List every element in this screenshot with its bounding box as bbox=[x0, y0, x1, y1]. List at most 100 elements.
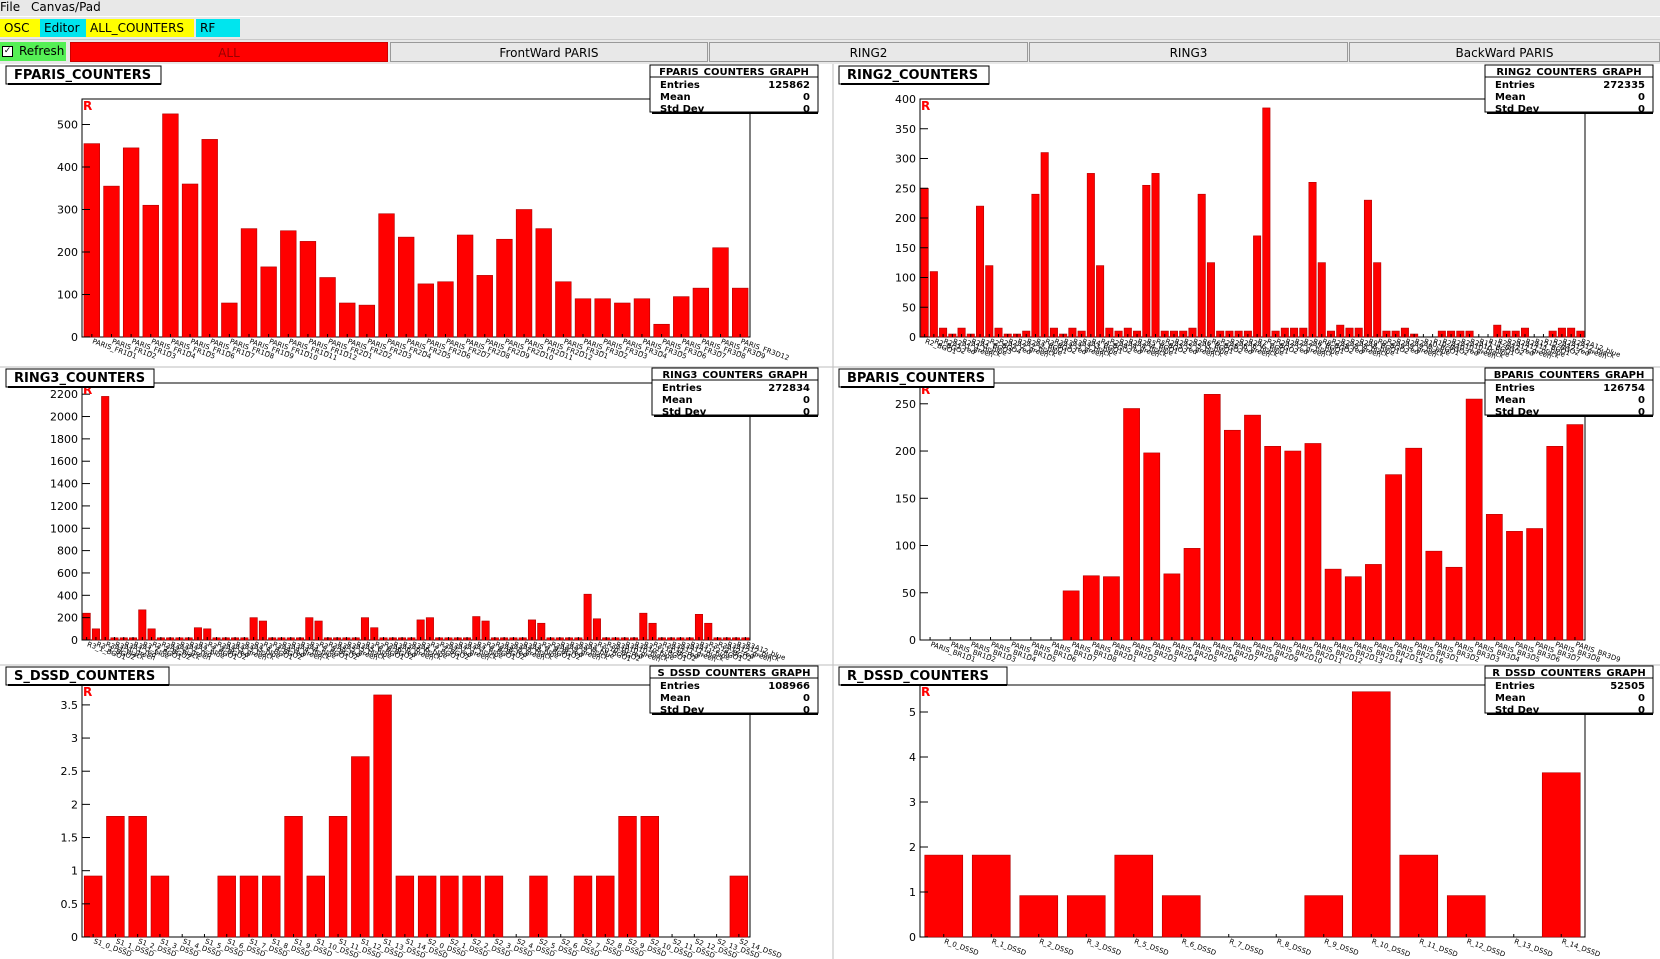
y-tick-label: 3 bbox=[909, 796, 916, 809]
x-tick-label: R_9_DSSD bbox=[1323, 937, 1360, 957]
bar bbox=[456, 234, 474, 338]
y-tick-label: 2000 bbox=[50, 411, 78, 424]
bar bbox=[1143, 452, 1161, 641]
y-tick-label: 100 bbox=[895, 272, 916, 285]
bar bbox=[1197, 193, 1206, 338]
bar bbox=[398, 236, 415, 338]
tab-osc[interactable]: OSC bbox=[0, 19, 48, 37]
y-tick-label: 0 bbox=[71, 931, 78, 944]
y-tick-label: 1000 bbox=[50, 522, 78, 535]
stats-box bbox=[649, 64, 819, 113]
bar bbox=[240, 228, 258, 338]
bar bbox=[262, 875, 281, 938]
bar bbox=[1446, 895, 1486, 938]
bar bbox=[1566, 424, 1584, 641]
bar bbox=[712, 247, 729, 338]
stats-label: Mean bbox=[662, 395, 693, 406]
bar bbox=[985, 265, 994, 338]
tab-editor[interactable]: Editor bbox=[40, 19, 90, 37]
stats-title: S_DSSD_COUNTERS_GRAPH bbox=[658, 668, 811, 679]
bar bbox=[633, 298, 651, 338]
stats-title: RING2_COUNTERS_GRAPH bbox=[1496, 67, 1641, 78]
stats-value: 0 bbox=[803, 104, 810, 115]
y-tick-label: 200 bbox=[895, 212, 916, 225]
tab-rf[interactable]: RF bbox=[196, 19, 240, 37]
stats-value: 0 bbox=[1638, 705, 1645, 716]
bar bbox=[1262, 107, 1271, 338]
bar bbox=[527, 619, 536, 641]
bar bbox=[614, 302, 631, 338]
y-tick-label: 500 bbox=[57, 119, 78, 132]
menu-canvas-pad[interactable]: Canvas/Pad bbox=[31, 0, 101, 14]
subtab-frontward-paris[interactable]: FrontWard PARIS bbox=[390, 42, 708, 62]
x-tick-label: R_1_DSSD bbox=[991, 937, 1028, 957]
subtab-ring2[interactable]: RING2 bbox=[709, 42, 1028, 62]
y-tick-label: 2.5 bbox=[61, 765, 79, 778]
bar bbox=[1062, 590, 1080, 641]
refresh-label: Refresh bbox=[19, 44, 65, 58]
corner-marker-icon: R bbox=[921, 99, 930, 113]
y-tick-label: 250 bbox=[895, 398, 916, 411]
y-tick-label: 200 bbox=[57, 612, 78, 625]
bar bbox=[555, 281, 572, 338]
stats-value: 0 bbox=[803, 693, 810, 704]
stats-label: Entries bbox=[660, 80, 700, 91]
bar bbox=[1465, 398, 1483, 641]
y-tick-label: 300 bbox=[895, 153, 916, 166]
stats-value: 0 bbox=[1638, 407, 1645, 418]
subtab-backward-paris[interactable]: BackWard PARIS bbox=[1349, 42, 1660, 62]
stats-label: Entries bbox=[1495, 383, 1535, 394]
bar bbox=[221, 302, 238, 338]
stats-value: 272834 bbox=[768, 383, 810, 394]
y-tick-label: 1200 bbox=[50, 500, 78, 513]
bar bbox=[1066, 895, 1106, 938]
bar bbox=[1163, 573, 1181, 641]
y-tick-label: 2200 bbox=[50, 388, 78, 401]
bar bbox=[694, 614, 703, 641]
x-tick-label: R_6_DSSD bbox=[1181, 937, 1218, 957]
bar bbox=[122, 147, 140, 338]
stats-value: 0 bbox=[803, 705, 810, 716]
bar bbox=[976, 205, 985, 338]
root-canvas[interactable]: 0100200300400500PARIS_FR1D1PARIS_FR1D2PA… bbox=[0, 64, 1660, 959]
y-tick-label: 1 bbox=[71, 865, 78, 878]
bar bbox=[1541, 772, 1581, 938]
stats-label: Mean bbox=[1495, 395, 1526, 406]
panel-title: FPARIS_COUNTERS bbox=[14, 68, 151, 83]
bar bbox=[673, 296, 690, 338]
bar bbox=[535, 228, 552, 338]
y-tick-label: 1 bbox=[909, 886, 916, 899]
panel-title: S_DSSD_COUNTERS bbox=[14, 669, 155, 684]
subtab-all[interactable]: ALL bbox=[70, 42, 388, 62]
bar bbox=[1183, 548, 1201, 641]
y-tick-label: 4 bbox=[909, 751, 916, 764]
menu-bar: File Canvas/Pad bbox=[0, 0, 1660, 16]
y-tick-label: 100 bbox=[57, 289, 78, 302]
stats-label: Std Dev bbox=[1495, 104, 1540, 115]
tab-all-counters[interactable]: ALL_COUNTERS bbox=[86, 19, 194, 37]
stats-label: Mean bbox=[1495, 693, 1526, 704]
bar bbox=[425, 617, 434, 641]
bar bbox=[1308, 182, 1317, 338]
plot-frame bbox=[81, 98, 751, 338]
bar bbox=[128, 816, 147, 938]
bar bbox=[103, 185, 120, 338]
bar bbox=[201, 139, 218, 338]
stats-value: 108966 bbox=[768, 681, 810, 692]
stats-value: 0 bbox=[1638, 92, 1645, 103]
y-tick-label: 50 bbox=[902, 301, 916, 314]
bar bbox=[358, 304, 376, 338]
sub-tab-bar: ✓ Refresh ALL FrontWard PARIS RING2 RING… bbox=[0, 40, 1660, 64]
bar bbox=[1399, 854, 1439, 938]
stats-label: Entries bbox=[1495, 80, 1535, 91]
x-tick-label: R_12_DSSD bbox=[1466, 937, 1507, 958]
stats-label: Std Dev bbox=[1495, 705, 1540, 716]
bar bbox=[1304, 443, 1322, 641]
y-tick-label: 50 bbox=[902, 587, 916, 600]
bar bbox=[639, 612, 648, 641]
corner-marker-icon: R bbox=[83, 685, 92, 699]
menu-file[interactable]: File bbox=[0, 0, 21, 14]
subtab-ring3[interactable]: RING3 bbox=[1029, 42, 1348, 62]
refresh-checkbox[interactable]: ✓ Refresh bbox=[0, 42, 66, 61]
bar bbox=[1096, 265, 1105, 338]
